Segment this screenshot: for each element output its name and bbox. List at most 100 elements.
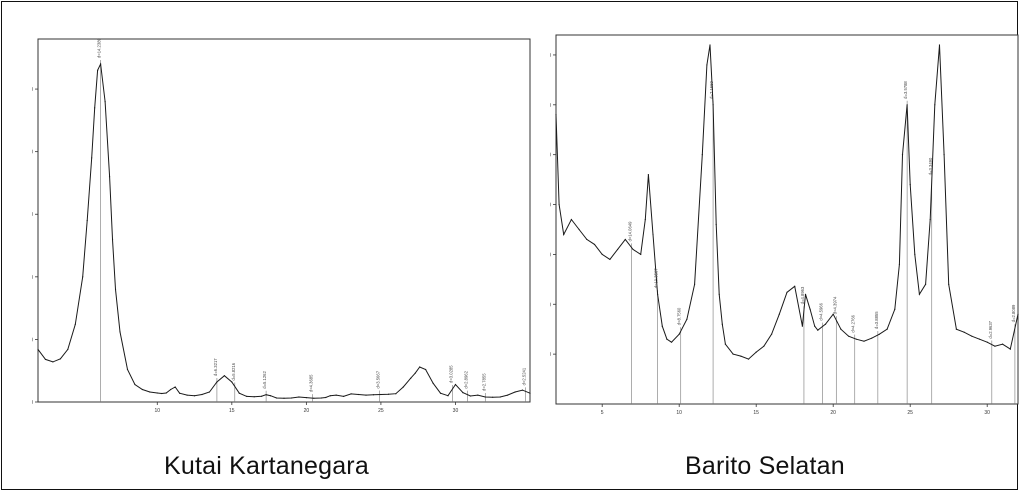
data-point <box>971 335 973 337</box>
data-point <box>395 393 397 395</box>
data-point <box>943 154 945 156</box>
data-point <box>824 323 827 325</box>
data-point <box>1017 313 1019 315</box>
data-point <box>104 100 106 103</box>
caption-barito-selatan: Barito Selatan <box>685 452 845 480</box>
data-point <box>832 313 834 315</box>
data-point <box>499 396 501 398</box>
data-point <box>701 154 703 156</box>
data-point <box>419 366 421 368</box>
data-point <box>402 386 404 388</box>
y-tick-label: 0 <box>32 400 33 406</box>
data-point <box>492 396 494 398</box>
data-point <box>74 323 76 325</box>
peak-label: d=8.7560 <box>677 307 682 325</box>
data-point <box>578 228 580 231</box>
data-point <box>994 345 996 347</box>
x-tick-label: 20 <box>830 410 836 416</box>
data-point <box>878 333 880 335</box>
data-point <box>712 104 714 106</box>
y-tick-label: 350 <box>550 53 551 59</box>
data-point <box>732 353 734 355</box>
data-point <box>170 388 172 391</box>
data-point <box>814 325 816 327</box>
data-point <box>165 392 167 394</box>
x-tick-label: 15 <box>753 410 759 416</box>
data-point <box>134 383 136 386</box>
data-point <box>432 382 434 384</box>
data-point <box>484 396 486 398</box>
data-point <box>94 107 96 109</box>
data-point <box>747 358 750 360</box>
data-point <box>325 396 327 399</box>
data-point <box>179 392 181 394</box>
data-point <box>335 394 337 396</box>
data-point <box>914 253 916 256</box>
data-point <box>909 183 911 186</box>
data-point <box>901 154 904 156</box>
data-point <box>855 338 857 340</box>
data-point <box>632 248 634 251</box>
data-point <box>938 44 941 46</box>
data-point <box>275 397 278 399</box>
data-point <box>238 392 240 394</box>
data-point <box>261 395 263 397</box>
y-tick-label: 100 <box>550 302 551 308</box>
peak-label: d=4.5966 <box>818 302 823 320</box>
x-tick-label: 15 <box>229 408 235 412</box>
y-tick-label: 1500 <box>32 212 33 218</box>
data-point <box>507 394 509 396</box>
data-point <box>305 397 307 399</box>
y-tick-label: 1000 <box>32 275 33 281</box>
data-point <box>809 308 811 310</box>
data-point <box>114 288 117 290</box>
data-point <box>231 381 233 383</box>
data-point <box>82 276 84 278</box>
data-point <box>715 223 717 226</box>
data-point <box>871 337 873 339</box>
chart-panel-barito-selatan: 5010015020025030035051015202530Two-Theta… <box>550 33 1020 418</box>
data-point <box>886 328 888 330</box>
data-point <box>906 104 908 106</box>
data-point <box>817 329 819 331</box>
data-point <box>558 203 560 206</box>
data-point <box>755 351 757 353</box>
peak-label: d=3.8855 <box>874 311 879 329</box>
data-point <box>570 218 572 221</box>
x-tick-label: 30 <box>453 408 459 412</box>
x-tick-label: 25 <box>907 410 913 416</box>
data-point <box>670 341 673 343</box>
peak-label: d=5.8216 <box>231 362 236 380</box>
peak-label: d=4.8963 <box>800 286 805 304</box>
peak-label: d=5.1262 <box>262 370 267 388</box>
data-point <box>929 218 931 221</box>
peak-label: d=4.3685 <box>308 374 313 392</box>
x-tick-label: 5 <box>601 410 604 416</box>
data-point <box>462 392 464 394</box>
data-point <box>414 372 416 374</box>
data-point <box>640 253 642 256</box>
data-point <box>709 44 711 46</box>
data-point <box>678 333 680 335</box>
peak-label: d=3.3490 <box>928 157 933 175</box>
plot-area <box>555 34 1019 405</box>
diffractogram-line <box>555 44 1019 360</box>
peak-label: d=4.3974 <box>832 296 837 314</box>
data-point <box>771 333 773 335</box>
peak-label: d=2.8089 <box>1011 304 1016 322</box>
data-point <box>357 393 360 396</box>
data-point <box>108 176 111 178</box>
data-point <box>126 368 129 371</box>
peak-label: d=7.1660 <box>709 81 714 99</box>
y-tick-label: 500 <box>32 337 33 343</box>
data-point <box>156 392 158 394</box>
data-point <box>894 308 896 310</box>
data-point <box>372 394 375 396</box>
peak-label: d=2.8962 <box>463 370 468 388</box>
data-point <box>763 345 765 347</box>
data-point <box>918 293 921 295</box>
data-point <box>694 283 696 285</box>
data-point <box>840 328 842 330</box>
data-point <box>193 395 196 397</box>
data-point <box>201 393 203 396</box>
